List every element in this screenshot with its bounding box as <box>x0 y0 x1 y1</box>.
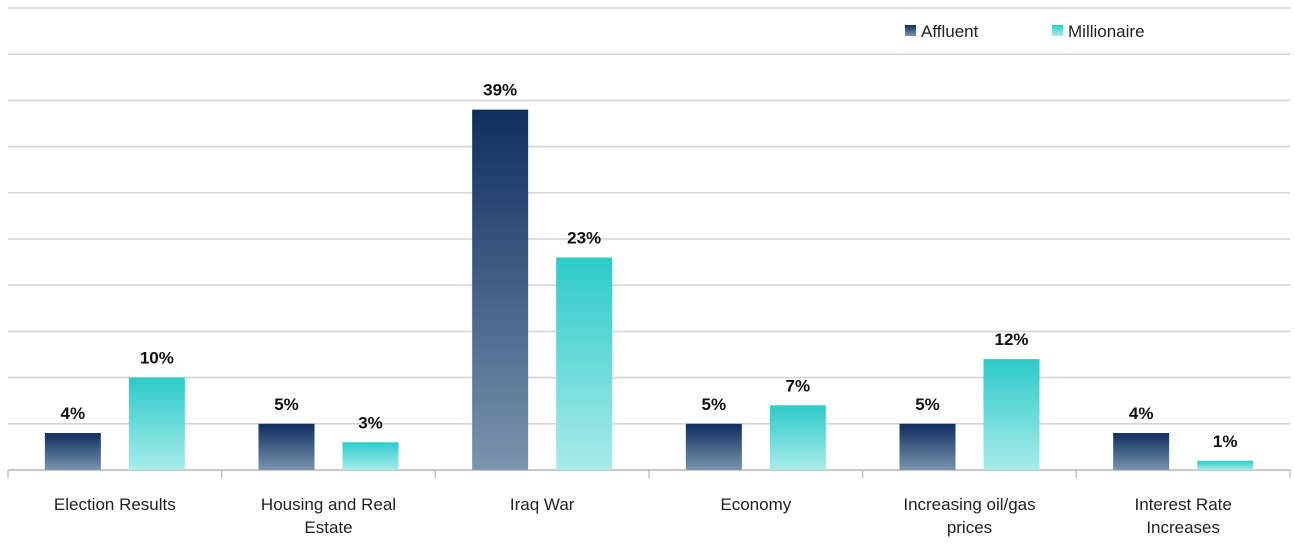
bar-millionaire-2 <box>556 257 613 470</box>
bar-affluent-4 <box>899 423 956 470</box>
data-label-affluent-1: 5% <box>274 395 299 414</box>
data-label-affluent-3: 5% <box>702 395 727 414</box>
legend-swatch <box>1052 25 1063 36</box>
bars <box>44 109 1254 470</box>
bar-millionaire-1 <box>342 442 399 470</box>
data-label-millionaire-1: 3% <box>358 413 383 432</box>
x-tick-labels: Election Results Housing and Real Estate Ir… <box>54 495 1232 537</box>
bar-millionaire-5 <box>1197 460 1254 470</box>
bar-millionaire-3 <box>769 405 826 470</box>
x-tick-label: Increasing oil/gas prices <box>903 495 1035 537</box>
legend-item-affluent: Affluent <box>905 22 979 41</box>
x-tick-label: Interest Rate Increases <box>1135 495 1232 537</box>
data-label-millionaire-0: 10% <box>140 349 174 368</box>
data-labels: 4% 10% 5% 3% 39% 23% 5% 7% 5% 12% 4% 1% <box>61 81 1238 451</box>
data-label-affluent-5: 4% <box>1129 404 1154 423</box>
data-label-affluent-0: 4% <box>61 404 86 423</box>
data-label-millionaire-5: 1% <box>1213 432 1238 451</box>
legend-label: Millionaire <box>1068 22 1145 41</box>
x-tick-label: Housing and Real Estate <box>261 495 396 537</box>
bar-affluent-5 <box>1113 433 1170 470</box>
bar-affluent-1 <box>258 423 315 470</box>
data-label-millionaire-4: 12% <box>994 330 1028 349</box>
data-label-millionaire-3: 7% <box>786 376 811 395</box>
legend-swatch <box>905 25 916 36</box>
x-axis <box>7 469 1291 478</box>
x-tick-label: Economy <box>720 495 791 514</box>
bar-affluent-2 <box>472 109 529 470</box>
bar-affluent-3 <box>685 423 742 470</box>
x-tick-label: Iraq War <box>510 495 575 514</box>
bar-affluent-0 <box>44 433 101 470</box>
legend-item-millionaire: Millionaire <box>1052 22 1145 41</box>
data-label-affluent-2: 39% <box>483 81 517 100</box>
data-label-affluent-4: 5% <box>915 395 940 414</box>
bar-millionaire-4 <box>983 359 1040 470</box>
legend-label: Affluent <box>921 22 979 41</box>
bar-millionaire-0 <box>128 377 185 470</box>
data-label-millionaire-2: 23% <box>567 228 601 247</box>
grid-lines <box>8 7 1290 471</box>
legend: Affluent Millionaire <box>905 22 1145 41</box>
x-tick-label: Election Results <box>54 495 176 514</box>
